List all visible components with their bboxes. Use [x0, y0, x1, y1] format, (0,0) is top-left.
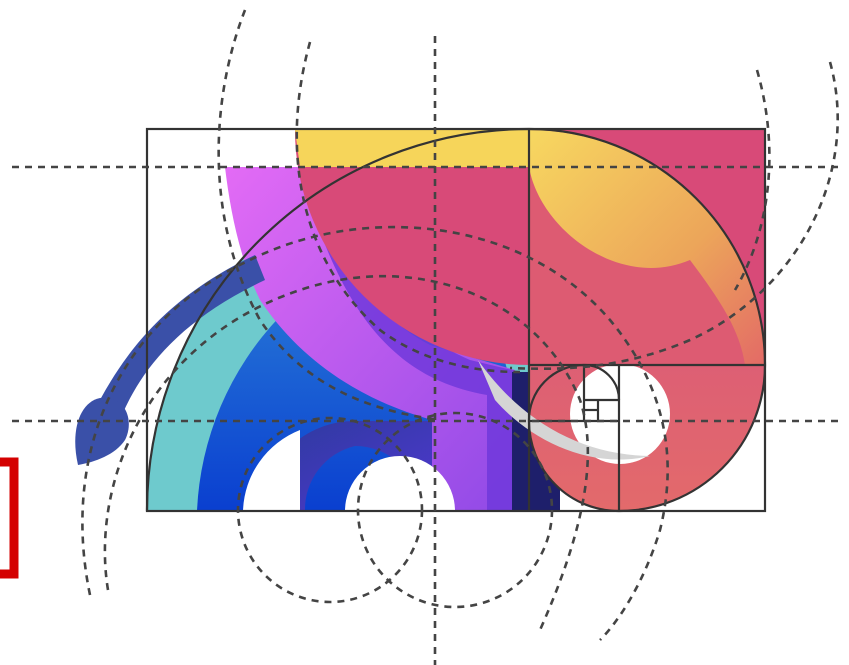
leaf-stem — [92, 255, 265, 420]
violet-arc-band — [300, 167, 520, 511]
leaf — [75, 397, 129, 465]
indigo-arch — [260, 420, 432, 511]
gray-swoosh — [478, 360, 650, 460]
arch-hole — [345, 456, 455, 511]
pink-swoosh — [529, 167, 745, 365]
white-gap — [243, 430, 300, 511]
purple-arc-band — [225, 167, 529, 511]
construction-guides — [12, 9, 840, 665]
yellow-band — [295, 130, 529, 167]
edge-mark — [0, 457, 19, 579]
